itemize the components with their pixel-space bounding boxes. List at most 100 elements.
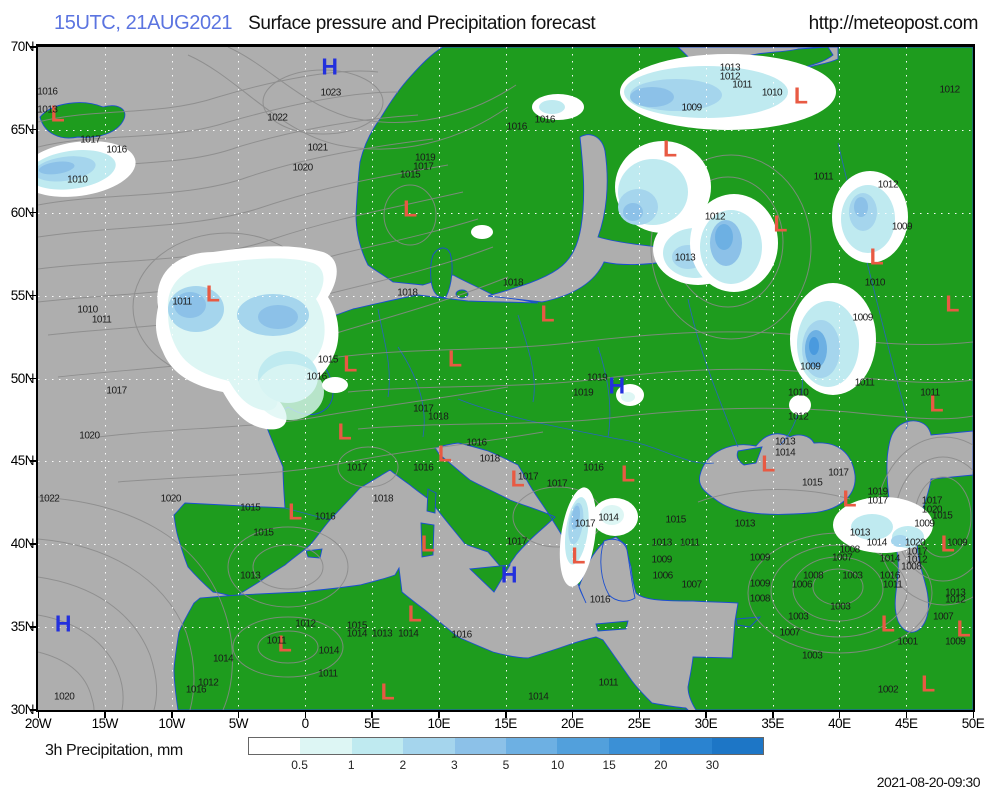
low-pressure-marker: L [571,542,586,569]
isobar-label: 1016 [106,144,127,156]
legend-tick-label: 30 [705,758,720,772]
lon-axis-label: 5E [364,716,380,731]
low-pressure-marker: L [343,350,358,377]
isobar-label: 1016 [583,462,604,474]
lat-axis-label: 30N [10,702,35,717]
lat-axis-tick [30,709,37,711]
isobar-label: 1007 [932,611,954,623]
isobar-label: 1020 [292,162,313,174]
isobar-label: 1009 [651,554,673,566]
isobar-label: 1012 [939,84,961,96]
isobar-label: 1010 [864,277,886,289]
isobar-label: 1020 [79,430,100,442]
isobar-label: 1012 [788,411,809,423]
lat-axis-tick [30,294,37,297]
lon-axis-tick [505,712,507,718]
graticule-parallel [38,544,973,546]
low-pressure-marker: L [921,670,936,697]
precip-east-russia [832,171,908,263]
lon-axis-tick [171,712,173,718]
isobar-label: 1007 [779,627,801,639]
lon-axis-tick [37,712,39,718]
lon-axis-label: 10E [427,716,450,731]
isobar-label: 1016 [38,86,58,98]
isobar-label: 1013 [38,104,58,116]
lon-axis-label: 15E [494,716,517,731]
isobar-label: 1015 [400,169,421,181]
lat-axis-tick [30,377,37,379]
precip-caucasus [833,497,933,553]
isobar-label: 1018 [428,411,449,423]
isobar-label: 1013 [240,570,261,582]
isobar-label: 1016 [413,462,434,474]
low-pressure-marker: L [407,600,422,627]
low-pressure-marker: L [403,195,418,222]
land-denmark [430,247,453,298]
isobar-label: 1016 [466,437,487,449]
lat-axis-tick [30,128,37,131]
isobar-label: 1009 [946,537,968,549]
isobar-label: 1014 [528,691,549,703]
isobar-label: 1014 [879,553,901,565]
legend-tick-label: 3 [451,758,458,772]
legend-color-segment [454,738,507,754]
sea-caspian [886,420,973,633]
legend-tick-label: 0.5 [291,758,308,772]
legend-tick-label: 15 [602,758,616,772]
legend-tick-label: 5 [502,758,510,772]
isobar-label: 1009 [852,312,874,324]
lon-axis-label: 20W [24,716,52,731]
isobar-label: 1013 [651,537,673,549]
isobar-label: 1016 [185,684,207,696]
isobar-label: 1016 [506,121,528,133]
isobar-label: 1017 [413,161,434,173]
isobar-label: 1010 [77,304,98,316]
isobar-label: 1015 [253,527,274,539]
isobar-label: 1002 [877,684,899,696]
precip-adriatic-greece [559,487,597,587]
isobar-label: 1011 [854,377,875,389]
legend-color-segment [249,738,301,754]
isobar-label: 1017 [346,462,368,474]
isobar-label: 1014 [866,537,888,549]
isobar-label: 1006 [652,570,673,582]
precip-aegean-north [592,498,638,536]
sea-baltic [487,134,672,303]
lon-axis-tick [371,712,373,718]
lon-axis-label: 40E [828,716,851,731]
isobar-label: 1011 [172,296,192,308]
legend-color-segment [557,738,609,754]
isobar-label: 1012 [906,554,928,566]
isobar-label: 1009 [749,552,771,564]
isobar-label: 1019 [587,372,608,384]
isobar-label: 1009 [749,578,771,590]
page-title: Surface pressure and Precipitation forec… [248,13,596,34]
lon-axis-tick [237,712,240,718]
lat-axis-label: 45N [10,453,35,469]
isobar-label: 1008 [839,544,860,556]
isobar-label: 1012 [719,71,741,83]
isobar-label: 1017 [80,134,101,146]
low-pressure-marker: L [940,530,955,557]
lat-axis-tick [30,46,37,48]
precipitation-legend [248,737,764,755]
isobar-label: 1007 [681,579,702,591]
isobar-label: 1015 [317,354,339,366]
isobar-label: 1017 [867,495,889,507]
isobar-label: 1017 [506,536,528,548]
isobar-label: 1019 [414,152,436,164]
low-pressure-marker: L [956,615,971,642]
lon-axis-label: 15W [91,716,119,731]
isobar-label: 1019 [867,486,889,498]
precip-finland [615,141,711,233]
low-pressure-marker: L [842,485,857,512]
low-pressure-marker: L [205,280,220,307]
lon-axis-label: 25E [627,716,651,731]
high-pressure-marker: H [321,53,339,80]
isobar-label: 1003 [788,611,809,623]
low-pressure-marker: L [620,460,636,487]
lon-axis-label: 30E [694,716,718,731]
lat-axis-label: 55N [10,287,35,303]
graticule-parallel [38,129,973,131]
isobar-label: 1018 [372,493,394,505]
